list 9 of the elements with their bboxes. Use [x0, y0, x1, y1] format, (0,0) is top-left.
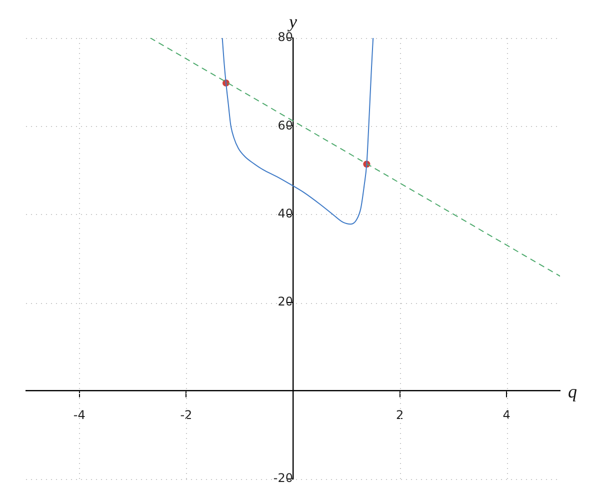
y-tick-label: -20: [273, 471, 293, 486]
x-axis-title: q: [568, 382, 577, 402]
y-tick-label: 40: [278, 206, 293, 221]
y-tick-label: 80: [278, 30, 293, 44]
x-tick-label: -2: [180, 408, 192, 422]
x-tick-label: -4: [73, 408, 86, 422]
y-axis-title: y: [287, 12, 297, 32]
y-tick-label: 60: [278, 118, 293, 132]
y-tick-label: 20: [278, 294, 293, 309]
